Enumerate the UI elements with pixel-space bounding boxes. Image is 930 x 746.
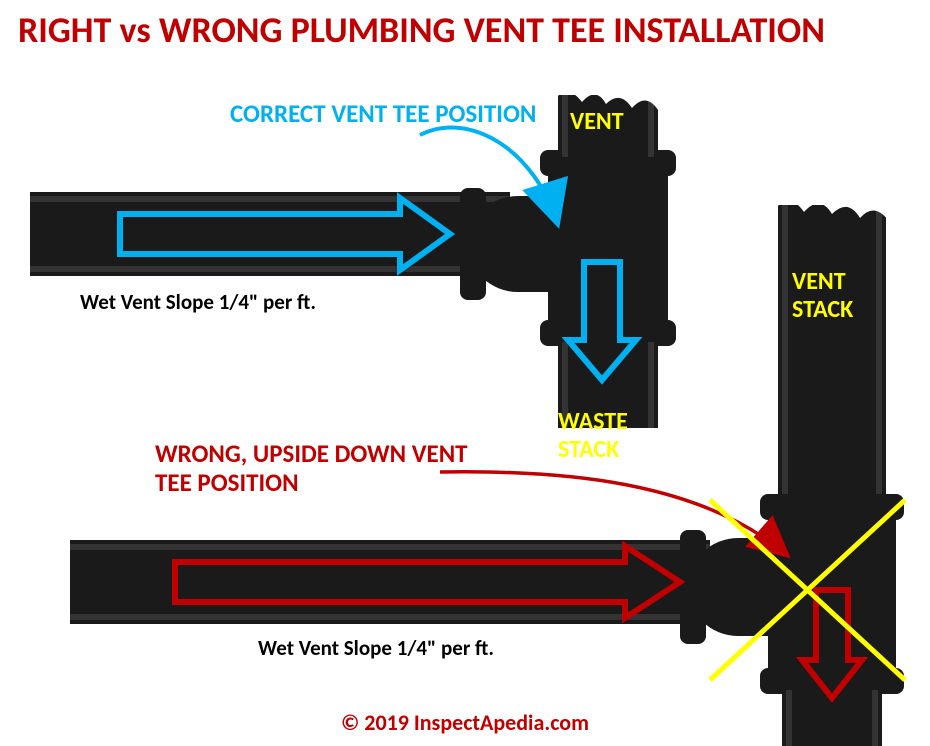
label-wrong-position: WRONG, UPSIDE DOWN VENT TEE POSITION bbox=[155, 440, 475, 498]
page-title: RIGHT vs WRONG PLUMBING VENT TEE INSTALL… bbox=[18, 10, 825, 51]
label-waste-stack: WASTE STACK bbox=[558, 408, 668, 463]
pipe-top-horizontal bbox=[30, 192, 510, 276]
tee-bottom-branch-hub bbox=[680, 530, 706, 644]
label-vent-stack: VENT STACK bbox=[792, 268, 882, 323]
tee-bottom-hub-upper bbox=[760, 494, 904, 520]
pipe-bottom-horizontal bbox=[70, 540, 710, 624]
label-vent: VENT bbox=[570, 108, 624, 136]
label-correct-position: CORRECT VENT TEE POSITION bbox=[230, 100, 536, 129]
pipe-vent-stack bbox=[778, 205, 886, 505]
tee-top-branch-hub bbox=[460, 188, 486, 300]
label-slope-top: Wet Vent Slope 1/4" per ft. bbox=[80, 290, 316, 314]
label-slope-bottom: Wet Vent Slope 1/4" per ft. bbox=[258, 636, 494, 660]
copyright-text: © 2019 InspectApedia.com bbox=[0, 709, 930, 736]
